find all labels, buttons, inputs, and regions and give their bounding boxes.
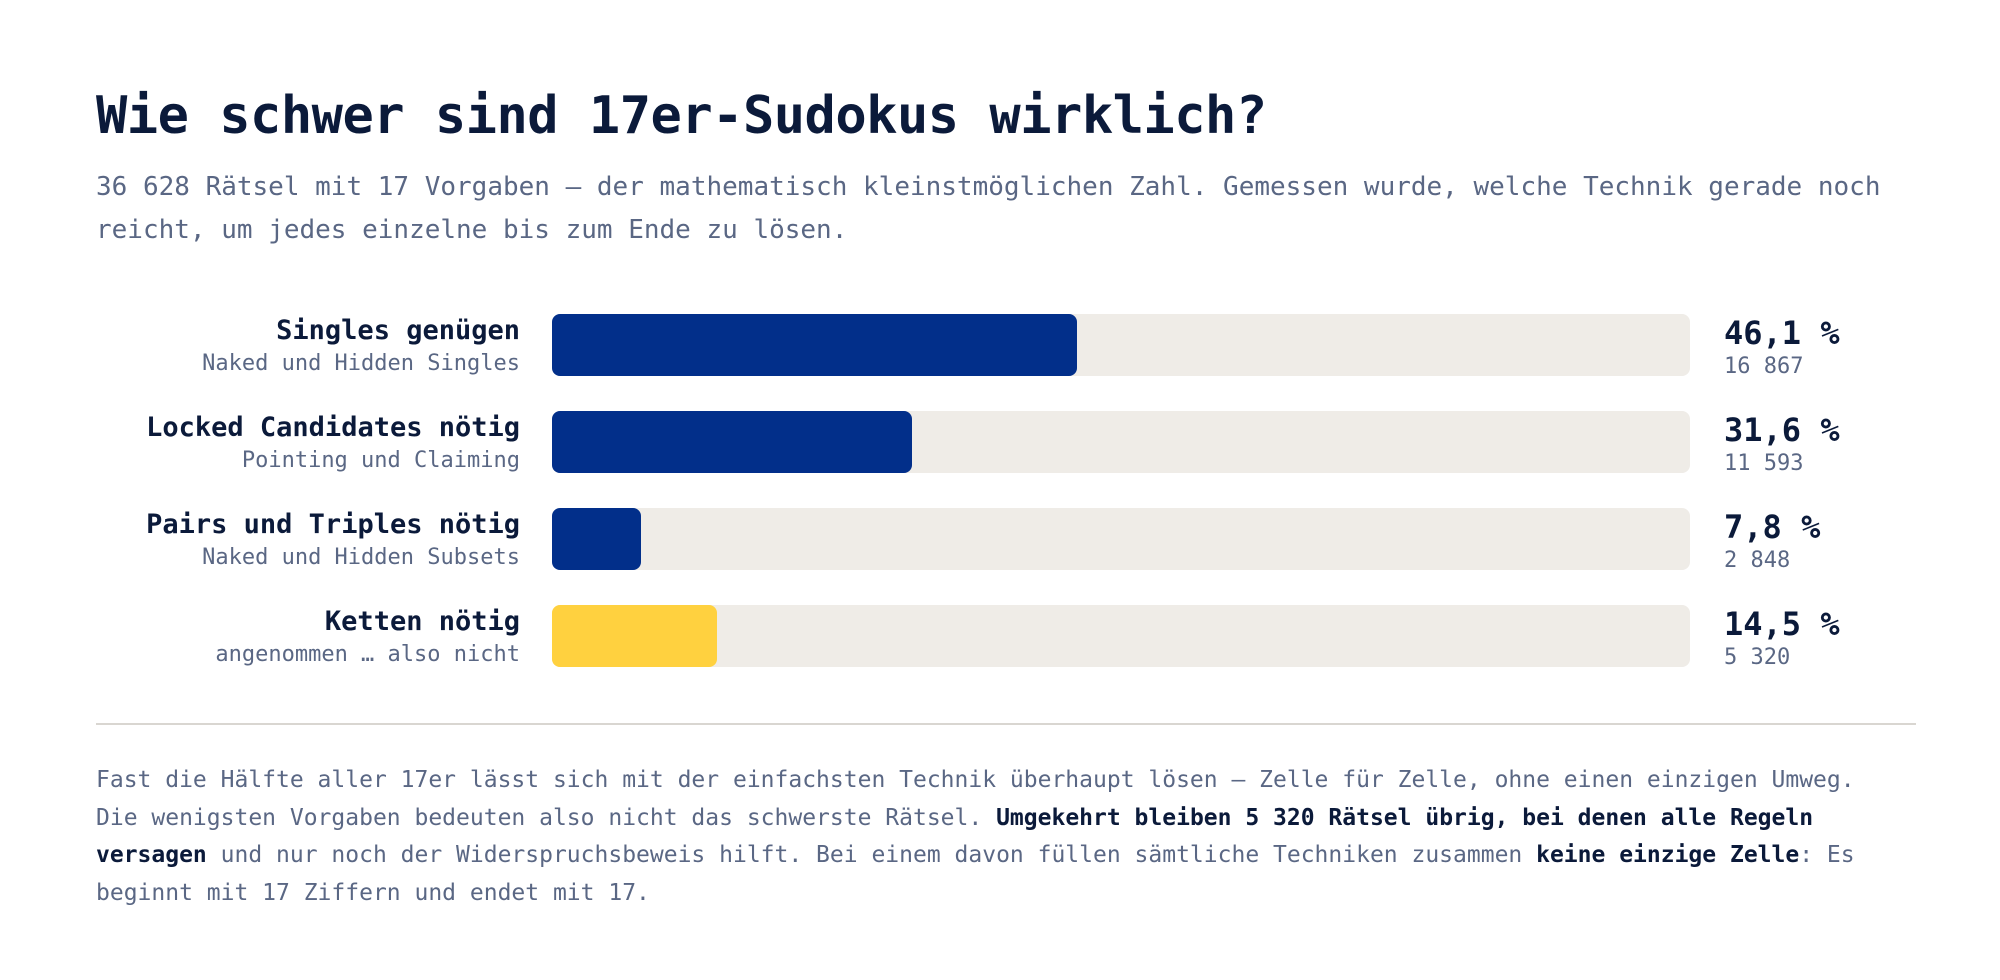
bar-value-block: 31,6 % 11 593 (1724, 411, 1984, 479)
bar-track (552, 411, 1690, 473)
chart-subtitle: 36 628 Rätsel mit 17 Vorgaben — der math… (96, 172, 1881, 245)
bar-category-sublabel: Naked und Hidden Subsets (202, 545, 520, 570)
bar-fill (552, 605, 717, 667)
footnote: Fast die Hälfte aller 17er lässt sich mi… (96, 762, 1906, 912)
bar-value-label: 14,5 % (1724, 605, 1840, 643)
bar-value-label: 31,6 % (1724, 411, 1840, 449)
bar-category-label: Locked Candidates nötig (146, 412, 520, 443)
bar-category-label: Ketten nötig (324, 606, 520, 637)
bar-row: Singles genügen Naked und Hidden Singles 4… (0, 314, 2000, 379)
footnote-text-3: : Es beginnt mit 17 Ziffern und endet mi… (96, 842, 1855, 906)
bar-category-sublabel: angenommen … also nicht (215, 642, 520, 667)
bar-fill (552, 411, 912, 473)
bar-row: Locked Candidates nötig Pointing und Clai… (0, 411, 2000, 476)
bar-label-block: Singles genügen Naked und Hidden Singles (0, 314, 520, 380)
bar-chart: Singles genügen Naked und Hidden Singles 4… (0, 314, 2000, 678)
footnote-emphasis-1: Umgekehrt bleiben 5 320 Rätsel übrig, be… (96, 804, 1814, 869)
footnote-text-2: und nur noch der Widerspruchsbeweis hilf… (206, 842, 1537, 868)
bar-label-block: Pairs und Triples nötig Naked und Hidden … (0, 508, 520, 574)
bar-value-block: 7,8 % 2 848 (1724, 508, 1984, 576)
bar-label-block: Locked Candidates nötig Pointing und Clai… (0, 411, 520, 477)
bar-category-label: Singles genügen (276, 315, 520, 346)
bar-value-block: 46,1 % 16 867 (1724, 314, 1984, 382)
bar-fill (552, 508, 641, 570)
bar-count-label: 5 320 (1724, 645, 1791, 670)
bar-category-sublabel: Pointing und Claiming (241, 448, 520, 473)
bar-track (552, 605, 1690, 667)
bar-category-label: Pairs und Triples nötig (146, 509, 520, 540)
footnote-emphasis-2: keine einzige Zelle (1536, 842, 1800, 868)
bar-fill (552, 314, 1077, 376)
divider (96, 723, 1916, 725)
bar-value-label: 46,1 % (1724, 314, 1840, 352)
bar-category-sublabel: Naked und Hidden Singles (202, 351, 520, 376)
bar-value-block: 14,5 % 5 320 (1724, 605, 1984, 673)
footnote-text-1: Fast die Hälfte aller 17er lässt sich mi… (96, 767, 1855, 831)
bar-track (552, 314, 1690, 376)
bar-count-label: 11 593 (1724, 451, 1804, 476)
chart-title: Wie schwer sind 17er-Sudokus wirklich? (96, 86, 1267, 146)
bar-count-label: 2 848 (1724, 548, 1791, 573)
bar-value-label: 7,8 % (1724, 508, 1821, 546)
bar-track (552, 508, 1690, 570)
bar-label-block: Ketten nötig angenommen … also nicht (0, 605, 520, 671)
bar-row: Pairs und Triples nötig Naked und Hidden … (0, 508, 2000, 573)
bar-row: Ketten nötig angenommen … also nicht 14,5 … (0, 605, 2000, 670)
bar-count-label: 16 867 (1724, 354, 1804, 379)
